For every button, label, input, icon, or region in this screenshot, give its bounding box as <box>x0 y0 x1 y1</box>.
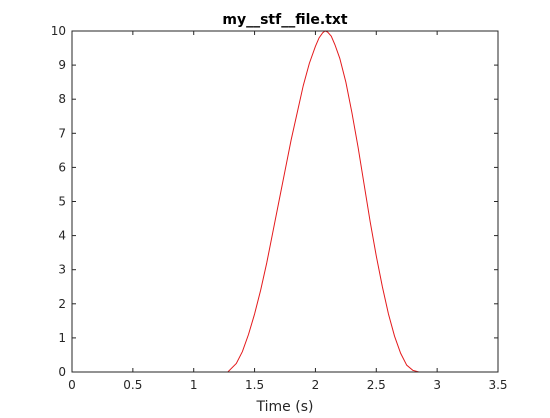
tick-labels: 0 0.5 1 1.5 2 2.5 3 3.5 0 1 2 3 4 5 6 7 8 9 10 <box>51 24 508 392</box>
y-tick-label: 8 <box>58 92 66 106</box>
plot-frame <box>71 30 499 373</box>
x-tick-label: 1.5 <box>245 378 264 392</box>
y-tick-label: 4 <box>58 229 66 243</box>
y-tick-label: 0 <box>58 365 66 379</box>
chart-title: my__stf__file.txt <box>222 12 348 28</box>
x-tick-label: 3 <box>433 378 441 392</box>
x-tick-label: 2.5 <box>367 378 386 392</box>
x-tick-label: 1 <box>190 378 198 392</box>
x-axis-title: Time (s) <box>256 399 314 415</box>
y-tick-label: 1 <box>58 331 66 345</box>
x-tick-label: 2 <box>312 378 320 392</box>
y-tick-label: 5 <box>58 195 66 209</box>
x-tick-label: 3.5 <box>488 378 507 392</box>
y-tick-label: 6 <box>58 160 66 174</box>
x-tick-label: 0.5 <box>123 378 142 392</box>
y-tick-label: 7 <box>58 126 66 140</box>
y-tick-label: 3 <box>58 263 66 277</box>
y-tick-label: 2 <box>58 297 66 311</box>
x-tick-label: 0 <box>68 378 76 392</box>
y-tick-label: 9 <box>58 58 66 72</box>
y-tick-label: 10 <box>51 24 66 38</box>
plot-area <box>72 31 498 372</box>
